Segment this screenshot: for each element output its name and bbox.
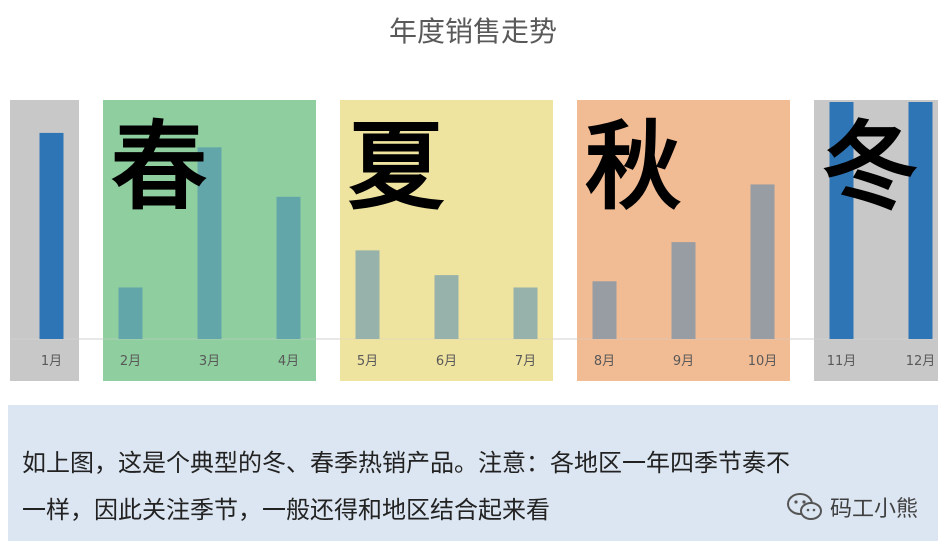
season-label-3: 冬: [822, 111, 918, 223]
bars: [39, 100, 933, 381]
note-line-1: 如上图，这是个典型的冬、春季热销产品。注意：各地区一年四季节奏不: [22, 449, 790, 477]
season-overlay-0: [103, 100, 316, 381]
season-label-1: 夏: [348, 111, 445, 223]
chart-title: 年度销售走势: [388, 15, 557, 48]
season-sales-chart: 1月 2月 3月 4月 5月 6月 7月 8月 9月 10月 11月 12月 春 夏 秋 冬: [10, 100, 938, 381]
x-tick-label: 6月: [436, 354, 457, 369]
x-tick-label: 1月: [41, 354, 62, 369]
season-overlay-2: [577, 100, 790, 381]
x-tick-labels: 1月 2月 3月 4月 5月 6月 7月 8月 9月 10月 11月 12月: [41, 354, 935, 369]
x-tick-label: 5月: [357, 354, 378, 369]
x-tick-label: 12月: [906, 354, 936, 369]
bar-1: [39, 132, 64, 339]
season-labels: 春夏秋冬: [111, 111, 918, 223]
x-tick-label: 4月: [278, 354, 299, 369]
x-tick-label: 9月: [673, 354, 694, 369]
season-label-2: 秋: [585, 111, 681, 223]
watermark-text: 码工小熊: [830, 497, 919, 522]
x-tick-label: 10月: [748, 354, 778, 369]
x-tick-label: 8月: [594, 354, 615, 369]
note-box: 如上图，这是个典型的冬、春季热销产品。注意：各地区一年四季节奏不 一样，因此关注…: [8, 405, 938, 541]
watermark: 码工小熊: [786, 489, 918, 525]
season-overlay-1: [340, 100, 553, 381]
note-line-2: 一样，因此关注季节，一般还得和地区结合起来看: [22, 496, 550, 524]
bar-11: [829, 102, 854, 339]
bar-12: [908, 102, 933, 339]
x-tick-label: 7月: [515, 354, 536, 369]
season-label-0: 春: [111, 111, 207, 223]
x-tick-label: 2月: [120, 354, 141, 369]
wechat-icon: [787, 493, 822, 520]
x-tick-label: 3月: [199, 354, 220, 369]
x-tick-label: 11月: [827, 354, 857, 369]
